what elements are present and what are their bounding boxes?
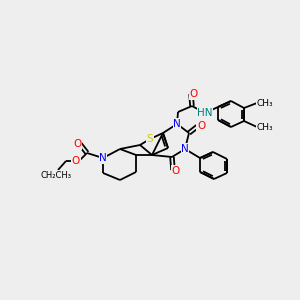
Text: O: O <box>72 156 80 166</box>
Text: HN: HN <box>197 108 213 118</box>
Text: N: N <box>99 153 107 163</box>
Text: CH₃: CH₃ <box>257 98 273 107</box>
Text: N: N <box>181 144 189 154</box>
Text: S: S <box>147 134 153 144</box>
Text: O: O <box>190 89 198 99</box>
Text: O: O <box>73 139 81 149</box>
Text: N: N <box>173 119 181 129</box>
Text: CH₃: CH₃ <box>257 122 273 131</box>
Text: O: O <box>172 166 180 176</box>
Text: CH₂CH₃: CH₂CH₃ <box>40 170 71 179</box>
Text: O: O <box>197 121 205 131</box>
